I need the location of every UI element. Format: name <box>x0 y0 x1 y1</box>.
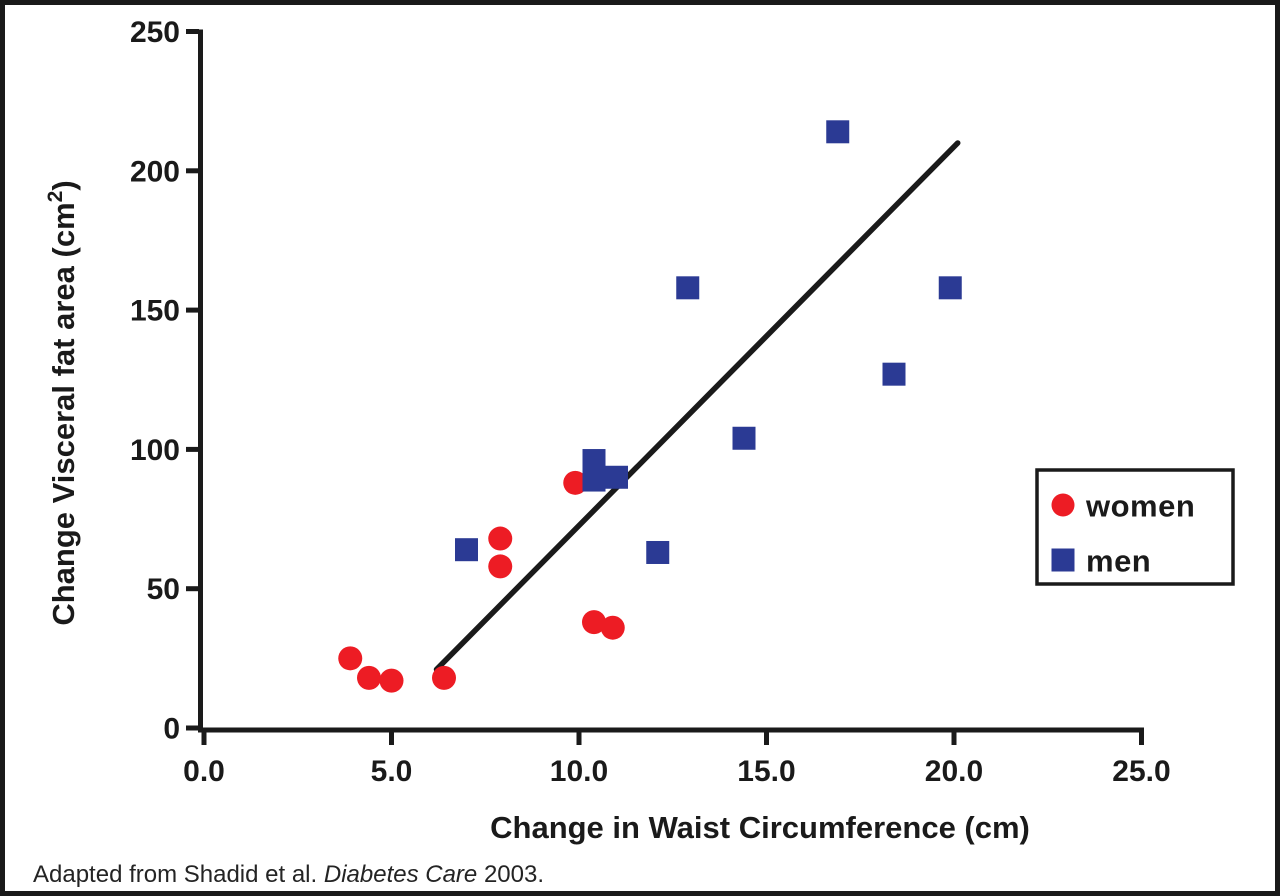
legend-marker-men-icon <box>1051 548 1075 572</box>
data-point-men <box>582 449 606 473</box>
data-point-women <box>488 554 513 579</box>
axes: 0.0 5.0 10.0 15.0 20.0 25.0 0 50 100 150 200 250 <box>130 16 1171 788</box>
data-point-men <box>826 120 850 144</box>
data-point-women <box>582 610 606 635</box>
data-point-women <box>338 646 363 671</box>
x-axis-label: Change in Waist Circumference (cm) <box>490 810 1030 845</box>
data-point-men <box>455 538 478 562</box>
data-point-women <box>357 665 381 690</box>
y-tick-label: 250 <box>130 16 180 49</box>
data-point-men <box>676 276 700 300</box>
y-tick-label: 100 <box>130 434 180 467</box>
x-tick-label: 15.0 <box>737 755 795 788</box>
y-axis-label-end: ) <box>46 180 81 190</box>
data-point-men <box>646 540 670 564</box>
trend-line-group <box>433 140 961 673</box>
data-point-men <box>582 468 606 492</box>
x-tick-label: 0.0 <box>183 755 225 788</box>
data-point-women <box>600 615 625 640</box>
data-point-women <box>563 470 588 495</box>
data-point-women <box>488 526 513 551</box>
data-point-men <box>882 362 906 386</box>
legend-marker-women-icon <box>1051 493 1075 517</box>
data-point-women <box>379 668 404 693</box>
x-tick-label: 20.0 <box>925 755 983 788</box>
data-points <box>338 120 962 693</box>
caption-prefix: Adapted from Shadid et al. <box>33 861 324 888</box>
y-axis-label: Change Visceral fat area (cm2) <box>44 180 81 625</box>
trend-line <box>433 140 961 673</box>
x-tick-label: 5.0 <box>371 755 413 788</box>
data-point-women <box>432 665 456 690</box>
data-point-men <box>732 426 756 450</box>
scatter-chart: 0.0 5.0 10.0 15.0 20.0 25.0 0 50 100 150 200 250 Ch… <box>44 16 1235 845</box>
data-point-men <box>605 465 628 489</box>
legend-label-men: men <box>1086 544 1151 579</box>
x-tick-label: 25.0 <box>1112 755 1170 788</box>
legend: women men <box>1035 468 1235 586</box>
caption-suffix: 2003. <box>477 861 545 888</box>
y-axis-label-text: Change Visceral fat area (cm <box>46 202 81 625</box>
y-tick-label: 0 <box>163 713 180 746</box>
data-point-men <box>938 276 962 300</box>
y-tick-label: 200 <box>130 155 180 188</box>
y-tick-label: 150 <box>130 295 180 328</box>
legend-box <box>1035 468 1235 586</box>
x-tick-label: 10.0 <box>550 755 608 788</box>
caption-journal-italic: Diabetes Care <box>323 861 478 888</box>
legend-label-women: women <box>1085 489 1195 524</box>
y-tick-label: 50 <box>147 573 180 606</box>
figure-caption: Adapted from Shadid et al. Diabetes Care… <box>33 861 544 889</box>
y-axis-label-superscript: 2 <box>44 191 67 203</box>
